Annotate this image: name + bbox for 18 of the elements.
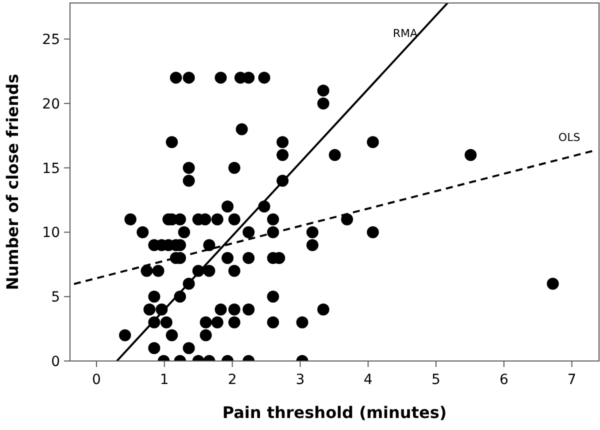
x-tick-label: 7	[567, 372, 576, 388]
y-tick-label: 20	[42, 96, 60, 112]
x-tick-label: 1	[160, 372, 169, 388]
x-tick-label: 0	[92, 372, 101, 388]
y-tick-label: 10	[42, 225, 60, 242]
x-tick-label: 6	[499, 372, 508, 388]
y-tick-label: 5	[51, 290, 60, 306]
series-label: OLS	[558, 131, 580, 144]
y-axis-title: Number of close friends	[3, 74, 22, 290]
y-tick-label: 15	[42, 160, 60, 177]
x-tick-label: 5	[432, 372, 440, 388]
x-axis-title: Pain threshold (minutes)	[222, 403, 447, 422]
y-tick-label: 25	[42, 32, 60, 48]
series-label: RMA	[392, 27, 418, 40]
x-tick-label: 2	[228, 372, 237, 388]
x-tick-label: 4	[364, 372, 373, 388]
x-tick-label: 3	[296, 372, 305, 388]
y-tick-label: 0	[51, 354, 60, 370]
